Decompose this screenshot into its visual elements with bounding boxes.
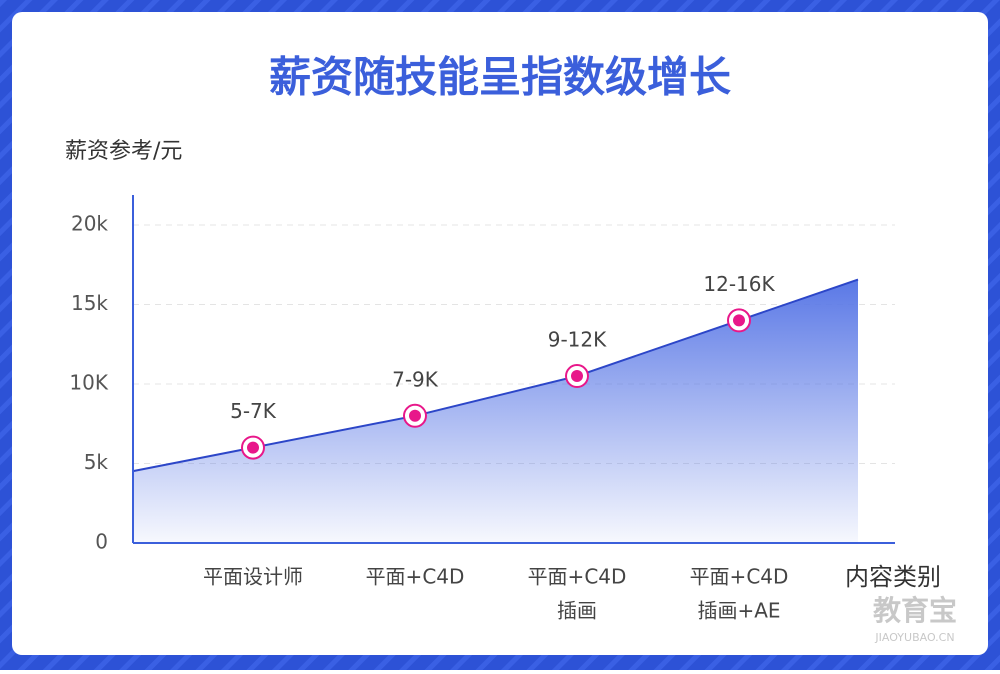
point: [571, 370, 583, 383]
y-tick-label: 20k: [71, 212, 108, 236]
point-label: 12-16K: [703, 272, 775, 296]
line: [132, 278, 859, 473]
point-label: 9-12K: [548, 328, 607, 352]
x-tick-label: 插画+AE: [697, 599, 780, 623]
x-tick-label: 平面+C4D: [528, 565, 627, 589]
point: [247, 441, 259, 454]
y-tick-label: 0: [95, 530, 108, 554]
x-tick-label: 插画: [557, 599, 597, 623]
y-tick-label: 15k: [71, 291, 108, 315]
y-tick-label: 5k: [84, 450, 109, 474]
point: [733, 314, 745, 327]
x-tick-label: 平面+C4D: [366, 565, 465, 589]
x-tick-label: 平面设计师: [203, 565, 303, 589]
point-label: 5-7K: [230, 399, 277, 423]
x-tick-label: 平面+C4D: [690, 565, 789, 589]
point-label: 7-9K: [392, 367, 439, 391]
chart-title: 薪资随技能呈指数级增长: [269, 53, 731, 102]
y-axis-label: 薪资参考/元: [65, 139, 182, 164]
x-axis-label: 内容类别: [845, 563, 941, 591]
watermark-url: JIAOYUBAO.CN: [874, 631, 954, 644]
y-tick-label: 10K: [69, 371, 108, 395]
point: [409, 409, 421, 422]
area: [133, 279, 858, 543]
watermark: 教育宝: [873, 594, 957, 627]
